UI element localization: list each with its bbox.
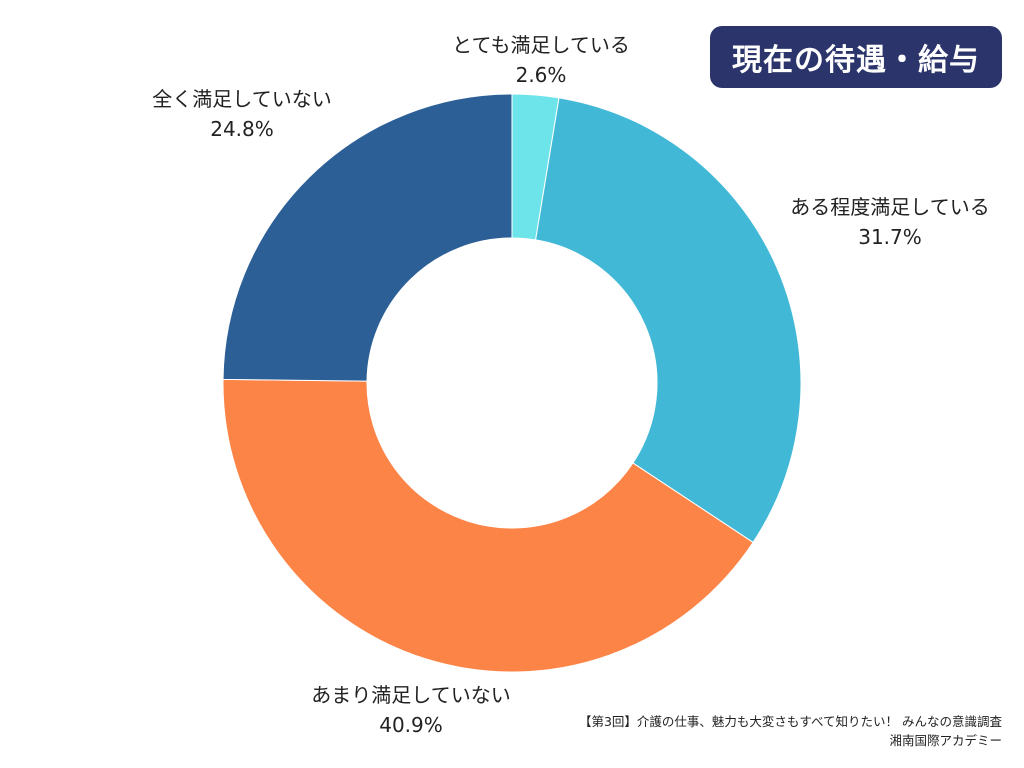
donut-slice-1	[535, 97, 802, 544]
footer: 【第3回】介護の仕事、魅力も大変さもすべて知りたい！ みんなの意識調査 湘南国際…	[579, 712, 1002, 750]
chart-title: 現在の待遇・給与	[710, 26, 1002, 88]
label-very-satisfied: とても満足している 2.6%	[421, 30, 661, 90]
label-somewhat-satisfied-name: ある程度満足している	[790, 195, 990, 219]
donut-slice-3	[222, 93, 513, 382]
label-very-satisfied-value: 2.6%	[515, 63, 567, 87]
label-not-satisfied-at-all: 全く満足していない 24.8%	[122, 84, 362, 144]
label-not-satisfied-at-all-name: 全く満足していない	[152, 87, 332, 111]
label-not-very-satisfied-value: 40.9%	[379, 713, 443, 737]
donut-slice-2	[222, 378, 754, 673]
label-somewhat-satisfied-value: 31.7%	[858, 225, 922, 249]
footer-org: 湘南国際アカデミー	[889, 733, 1002, 748]
label-not-very-satisfied-name: あまり満足していない	[311, 683, 511, 707]
label-somewhat-satisfied: ある程度満足している 31.7%	[760, 192, 1020, 252]
label-not-satisfied-at-all-value: 24.8%	[210, 117, 274, 141]
label-not-very-satisfied: あまり満足していない 40.9%	[276, 680, 546, 740]
label-very-satisfied-name: とても満足している	[452, 33, 630, 57]
footer-source: 【第3回】介護の仕事、魅力も大変さもすべて知りたい！ みんなの意識調査	[578, 714, 1002, 729]
